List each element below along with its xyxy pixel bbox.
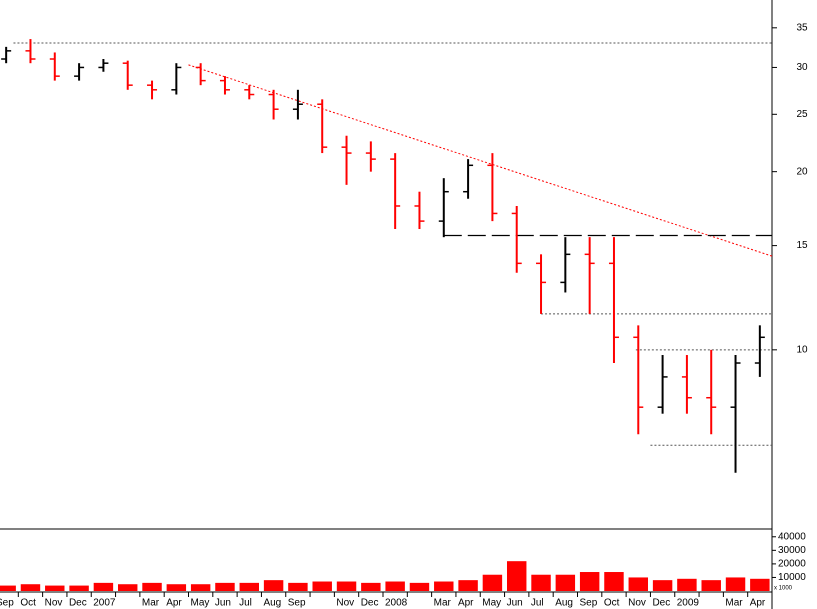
volume-bar — [725, 577, 746, 591]
volume-bar — [142, 582, 162, 591]
x-tick-label: Jun — [215, 598, 231, 609]
volume-bar — [166, 584, 187, 591]
volume-bar — [312, 581, 332, 591]
x-tick-label: Mar — [142, 598, 160, 609]
volume-bar — [215, 582, 235, 591]
volume-bar — [531, 574, 551, 591]
volume-bar — [0, 585, 16, 591]
x-tick-label: Dec — [69, 598, 87, 609]
x-tick-label: 2008 — [385, 598, 408, 609]
volume-bar — [482, 574, 503, 591]
x-tick-label: 2009 — [677, 598, 700, 609]
x-tick-label: Apr — [750, 598, 766, 609]
volume-bar — [385, 581, 405, 591]
volume-tick-label: 20000 — [778, 559, 806, 570]
y-tick-label: 25 — [796, 109, 808, 120]
volume-unit: x 1000 — [774, 586, 793, 592]
x-tick-label: Sep — [0, 598, 14, 609]
volume-bar — [677, 578, 697, 591]
y-tick-label: 35 — [796, 22, 808, 33]
volume-tick-label: 30000 — [778, 545, 806, 556]
volume-bar — [117, 584, 138, 591]
volume-bar — [579, 572, 600, 591]
x-tick-label: Aug — [263, 598, 281, 609]
volume-bar — [239, 582, 260, 591]
x-tick-label: Aug — [555, 598, 573, 609]
volume-bar — [409, 582, 430, 591]
volume-bar — [288, 582, 308, 591]
y-tick-label: 20 — [796, 166, 808, 177]
x-tick-label: Dec — [652, 598, 670, 609]
volume-bar — [336, 581, 357, 591]
x-tick-label: Mar — [725, 598, 743, 609]
volume-bar — [434, 581, 454, 591]
x-tick-label: Jul — [531, 598, 544, 609]
x-tick-label: Apr — [458, 598, 474, 609]
volume-bar — [701, 580, 721, 591]
x-tick-label: Sep — [580, 598, 598, 609]
volume-bar — [604, 572, 624, 591]
volume-bar — [628, 577, 649, 591]
volume-bar — [45, 585, 65, 591]
volume-bar — [263, 580, 284, 591]
y-tick-label: 30 — [796, 62, 808, 73]
volume-bar — [652, 580, 673, 591]
x-tick-label: Apr — [166, 598, 182, 609]
x-tick-label: Sep — [288, 598, 306, 609]
volume-bar — [506, 561, 527, 591]
x-tick-label: Jul — [239, 598, 252, 609]
x-tick-label: Mar — [434, 598, 452, 609]
x-tick-label: Nov — [628, 598, 646, 609]
y-tick-label: 10 — [796, 344, 808, 355]
x-tick-label: Nov — [45, 598, 63, 609]
volume-tick-label: 10000 — [778, 572, 806, 583]
x-tick-label: Dec — [361, 598, 379, 609]
x-tick-label: May — [482, 598, 501, 609]
volume-bar — [750, 578, 770, 591]
x-tick-label: Oct — [20, 598, 36, 609]
volume-bar — [20, 584, 41, 591]
x-tick-label: Oct — [604, 598, 620, 609]
volume-bar — [69, 585, 89, 591]
volume-bar — [93, 582, 114, 591]
volume-bar — [190, 584, 211, 591]
x-tick-label: May — [191, 598, 210, 609]
y-tick-label: 15 — [796, 240, 808, 251]
volume-bar — [458, 580, 478, 591]
x-tick-label: 2007 — [93, 598, 116, 609]
x-tick-label: Jun — [507, 598, 523, 609]
volume-bar — [361, 582, 381, 591]
x-tick-label: Nov — [336, 598, 354, 609]
volume-tick-label: 40000 — [778, 531, 806, 542]
volume-bar — [555, 574, 576, 591]
